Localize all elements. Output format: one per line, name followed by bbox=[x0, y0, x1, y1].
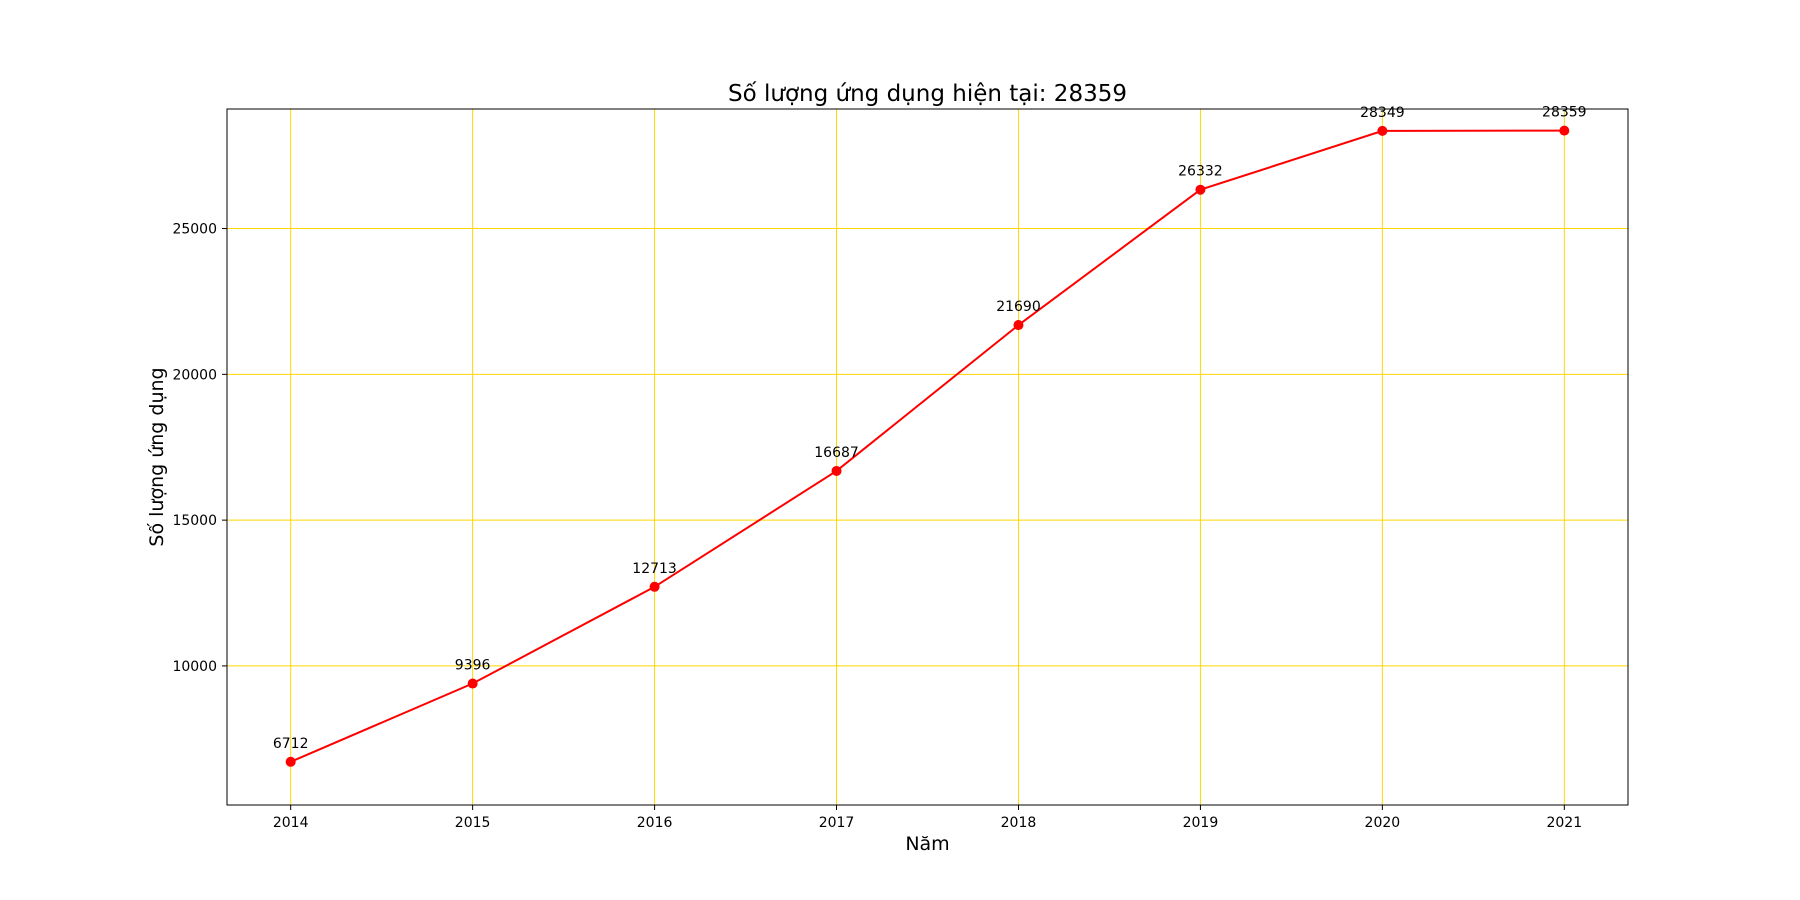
series-line bbox=[290, 129, 1565, 763]
x-tick-label: 2015 bbox=[455, 815, 491, 831]
plot-frame bbox=[226, 108, 1629, 806]
y-tick-label: 25000 bbox=[172, 222, 217, 238]
x-tick-label: 2014 bbox=[273, 815, 309, 831]
data-point bbox=[1013, 320, 1024, 331]
data-label: 28349 bbox=[1360, 105, 1405, 121]
data-label: 26332 bbox=[1178, 164, 1223, 180]
data-label: 28359 bbox=[1542, 105, 1587, 121]
chart-title: Số lượng ứng dụng hiện tại: 28359 bbox=[728, 81, 1127, 107]
x-tick-label: 2018 bbox=[1001, 815, 1037, 831]
data-label: 6712 bbox=[273, 736, 309, 752]
data-point bbox=[831, 465, 842, 476]
y-tick-label: 20000 bbox=[172, 367, 217, 383]
x-tick-label: 2021 bbox=[1546, 815, 1582, 831]
x-tick-label: 2019 bbox=[1183, 815, 1219, 831]
y-tick-label: 15000 bbox=[172, 513, 217, 529]
x-tick-label: 2017 bbox=[819, 815, 855, 831]
data-points bbox=[285, 125, 1570, 767]
x-axis-ticks: 2014 2015 2016 2017 2018 2019 2020 2021 bbox=[273, 805, 1582, 831]
y-axis-label: Số lượng ứng dụng bbox=[146, 367, 168, 546]
data-label: 9396 bbox=[455, 658, 491, 674]
y-axis-ticks: 10000 15000 20000 25000 bbox=[172, 222, 227, 675]
data-label: 12713 bbox=[632, 561, 677, 577]
data-point bbox=[285, 756, 296, 767]
x-tick-label: 2020 bbox=[1365, 815, 1401, 831]
data-point bbox=[1377, 125, 1388, 136]
series-polyline bbox=[290, 129, 1565, 763]
data-label: 16687 bbox=[814, 445, 859, 461]
data-point bbox=[649, 581, 660, 592]
data-point bbox=[467, 678, 478, 689]
data-point bbox=[1559, 125, 1570, 136]
data-point bbox=[1195, 184, 1206, 195]
grid bbox=[227, 109, 1628, 805]
x-tick-label: 2016 bbox=[637, 815, 673, 831]
x-axis-label: Năm bbox=[905, 833, 949, 855]
data-label: 21690 bbox=[996, 299, 1041, 315]
y-tick-label: 10000 bbox=[172, 659, 217, 675]
